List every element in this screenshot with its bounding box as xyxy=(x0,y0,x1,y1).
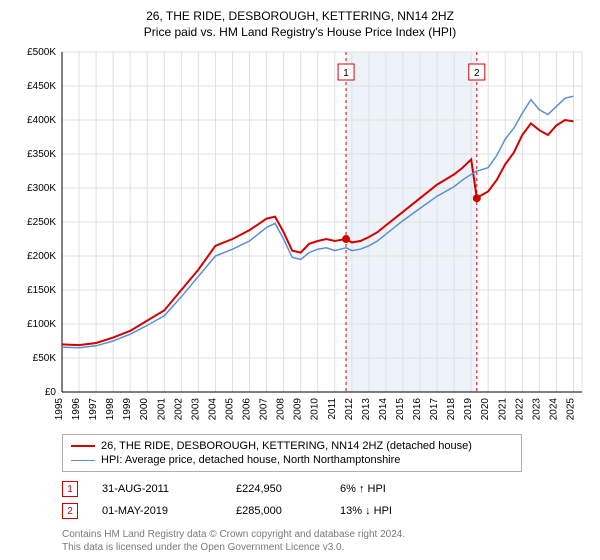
svg-text:£0: £0 xyxy=(45,387,57,398)
sale-price: £224,950 xyxy=(236,483,316,495)
svg-text:£50K: £50K xyxy=(33,353,57,364)
svg-text:2010: 2010 xyxy=(310,398,321,421)
svg-text:2020: 2020 xyxy=(480,398,491,421)
svg-text:1997: 1997 xyxy=(88,398,99,421)
svg-text:2008: 2008 xyxy=(276,398,287,421)
legend-swatch-hpi xyxy=(71,460,95,461)
sale-row: 2 01-MAY-2019 £285,000 13% ↓ HPI xyxy=(62,500,588,522)
sale-date: 01-MAY-2019 xyxy=(102,505,212,517)
svg-text:2001: 2001 xyxy=(156,398,167,421)
svg-text:2009: 2009 xyxy=(293,398,304,421)
sale-diff: 6% ↑ HPI xyxy=(340,483,450,495)
title-line-2: Price paid vs. HM Land Registry's House … xyxy=(12,24,588,40)
svg-text:2021: 2021 xyxy=(497,398,508,421)
legend: 26, THE RIDE, DESBOROUGH, KETTERING, NN1… xyxy=(62,434,522,472)
attribution: Contains HM Land Registry data © Crown c… xyxy=(62,528,588,554)
svg-text:2000: 2000 xyxy=(139,398,150,421)
legend-item-property: 26, THE RIDE, DESBOROUGH, KETTERING, NN1… xyxy=(71,439,513,453)
sale-row: 1 31-AUG-2011 £224,950 6% ↑ HPI xyxy=(62,478,588,500)
legend-item-hpi: HPI: Average price, detached house, Nort… xyxy=(71,453,513,467)
svg-text:£100K: £100K xyxy=(27,319,56,330)
sale-date: 31-AUG-2011 xyxy=(102,483,212,495)
svg-text:2013: 2013 xyxy=(361,398,372,421)
svg-text:£200K: £200K xyxy=(27,251,56,262)
svg-text:2004: 2004 xyxy=(207,398,218,421)
attribution-line-2: This data is licensed under the Open Gov… xyxy=(62,541,588,554)
svg-text:2002: 2002 xyxy=(173,398,184,421)
svg-text:2012: 2012 xyxy=(344,398,355,421)
svg-text:£300K: £300K xyxy=(27,183,56,194)
svg-text:2014: 2014 xyxy=(378,398,389,421)
svg-text:2006: 2006 xyxy=(242,398,253,421)
svg-text:2022: 2022 xyxy=(514,398,525,421)
svg-text:2011: 2011 xyxy=(327,398,338,420)
svg-text:£350K: £350K xyxy=(27,149,56,160)
attribution-line-1: Contains HM Land Registry data © Crown c… xyxy=(62,528,588,541)
svg-text:1996: 1996 xyxy=(71,398,82,421)
svg-text:1: 1 xyxy=(343,68,349,79)
svg-text:2017: 2017 xyxy=(429,398,440,421)
sale-marker-icon: 1 xyxy=(62,481,78,497)
svg-text:2018: 2018 xyxy=(446,398,457,421)
svg-text:2003: 2003 xyxy=(190,398,201,421)
svg-text:2025: 2025 xyxy=(565,398,576,421)
legend-swatch-property xyxy=(71,445,95,447)
chart-title: 26, THE RIDE, DESBOROUGH, KETTERING, NN1… xyxy=(12,8,588,40)
svg-text:2016: 2016 xyxy=(412,398,423,421)
svg-text:1999: 1999 xyxy=(122,398,133,421)
svg-text:2019: 2019 xyxy=(463,398,474,421)
svg-text:2: 2 xyxy=(474,68,480,79)
svg-text:1998: 1998 xyxy=(105,398,116,421)
svg-text:£500K: £500K xyxy=(27,47,56,58)
legend-label-property: 26, THE RIDE, DESBOROUGH, KETTERING, NN1… xyxy=(101,440,472,452)
line-chart: £0 £50K £100K £150K £200K £250K £300K £350K £400… xyxy=(12,46,588,426)
svg-text:£400K: £400K xyxy=(27,115,56,126)
sale-price: £285,000 xyxy=(236,505,316,517)
svg-text:2023: 2023 xyxy=(531,398,542,421)
svg-text:2024: 2024 xyxy=(548,398,559,421)
sale-events: 1 31-AUG-2011 £224,950 6% ↑ HPI 2 01-MAY… xyxy=(62,478,588,522)
svg-text:2005: 2005 xyxy=(224,398,235,421)
sale-marker-icon: 2 xyxy=(62,503,78,519)
svg-text:1995: 1995 xyxy=(54,398,65,421)
title-line-1: 26, THE RIDE, DESBOROUGH, KETTERING, NN1… xyxy=(12,8,588,24)
svg-text:£150K: £150K xyxy=(27,285,56,296)
sale-diff: 13% ↓ HPI xyxy=(340,505,450,517)
svg-text:£250K: £250K xyxy=(27,217,56,228)
legend-label-hpi: HPI: Average price, detached house, Nort… xyxy=(101,454,400,466)
svg-text:2015: 2015 xyxy=(395,398,406,421)
svg-text:£450K: £450K xyxy=(27,81,56,92)
svg-text:2007: 2007 xyxy=(259,398,270,421)
